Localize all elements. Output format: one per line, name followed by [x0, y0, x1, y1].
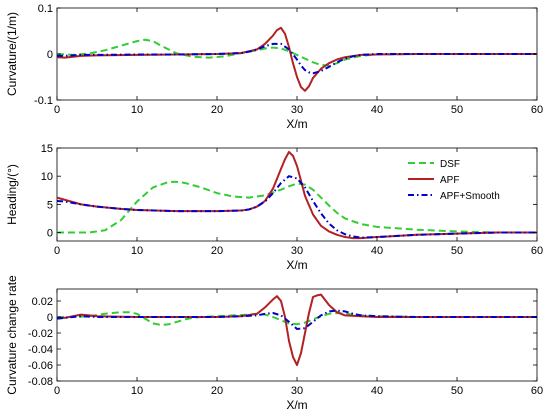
- x-tick-label: 60: [531, 245, 543, 257]
- y-tick-label: 5: [47, 199, 53, 211]
- series-line-3: [56, 175, 537, 239]
- x-tick-label: 30: [291, 245, 303, 257]
- x-tick-label: 20: [211, 385, 223, 397]
- legend-entry: APF+Smooth: [440, 191, 500, 202]
- y-tick-label: 0.02: [32, 296, 53, 308]
- x-tick-label: 50: [451, 104, 463, 116]
- y-tick-label: 10: [41, 171, 53, 183]
- x-tick-label: 0: [54, 245, 60, 257]
- x-tick-label: 50: [451, 385, 463, 397]
- y-tick-label: 0: [47, 228, 53, 240]
- legend: DSF APF APF+Smooth: [402, 152, 532, 204]
- y-tick-label: 0: [47, 49, 53, 61]
- x-tick-label: 0: [54, 385, 60, 397]
- x-tick-label: 30: [291, 104, 303, 116]
- x-tick-label: 60: [531, 385, 543, 397]
- x-tick-label: 10: [131, 104, 143, 116]
- series-line-1: [57, 180, 537, 234]
- x-tick-label: 60: [531, 104, 543, 116]
- y-tick-label: 0: [47, 312, 53, 324]
- x-axis-label: X/m: [286, 117, 307, 131]
- y-tick-label: -0.02: [28, 328, 53, 340]
- x-tick-label: 20: [211, 104, 223, 116]
- y-tick-label: -0.04: [28, 344, 53, 356]
- y-axis-label: Heading/(°): [5, 164, 19, 225]
- x-tick-label: 10: [131, 245, 143, 257]
- y-tick-label: 0.1: [38, 3, 53, 15]
- x-tick-label: 40: [371, 385, 383, 397]
- x-tick-label: 20: [211, 245, 223, 257]
- x-tick-label: 0: [54, 104, 60, 116]
- y-tick-label: -0.06: [28, 360, 53, 372]
- y-tick-label: -0.08: [28, 376, 53, 388]
- y-tick-label: 15: [41, 143, 53, 155]
- legend-entry: DSF: [440, 159, 460, 170]
- chart-panel-2: 0 10 20 30 40 50 60 0 5 10 15 X/m Heading/(°) DSF APF A…: [5, 143, 543, 272]
- x-tick-label: 50: [451, 245, 463, 257]
- series-line-3: [57, 42, 537, 75]
- x-tick-label: 30: [291, 385, 303, 397]
- series-line-2: [56, 150, 537, 240]
- x-axis-label: X/m: [286, 258, 307, 272]
- y-tick-label: -0.1: [34, 95, 53, 107]
- x-tick-label: 40: [371, 245, 383, 257]
- series-line-2: [56, 293, 537, 366]
- legend-entry: APF: [440, 175, 459, 186]
- series-line-1: [56, 38, 537, 67]
- y-axis-label: Curvature/(1/m): [5, 12, 19, 96]
- x-tick-label: 10: [131, 385, 143, 397]
- x-axis-label: X/m: [286, 398, 307, 412]
- plot-area: [56, 288, 538, 382]
- chart-panel-3: 0 10 20 30 40 50 60 -0.08 -0.06 -0.04 -0.02 0 0.02 X/…: [5, 275, 543, 412]
- x-tick-label: 40: [371, 104, 383, 116]
- y-axis-label: Curvature change rate: [5, 275, 19, 395]
